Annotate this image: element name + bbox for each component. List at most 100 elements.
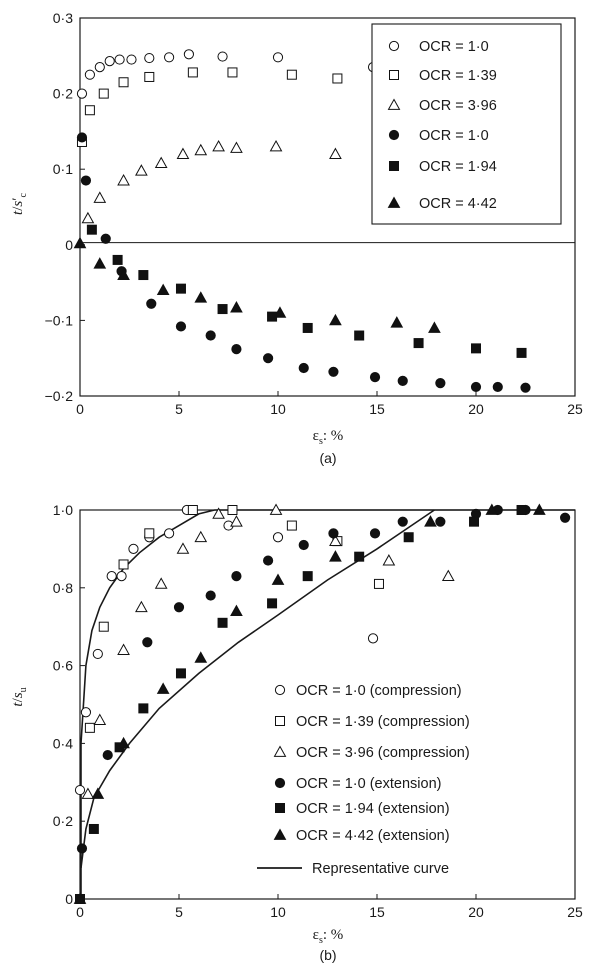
data-point (81, 211, 95, 224)
data-point (231, 571, 242, 582)
y-tick-label: 0·1 (53, 161, 73, 177)
legend-label: OCR = 1·39 (419, 68, 497, 84)
data-point (369, 528, 381, 539)
data-point (138, 703, 149, 714)
data-point (144, 528, 155, 539)
data-point (205, 590, 216, 601)
data-point (263, 555, 274, 566)
data-point (435, 516, 446, 527)
y-tick-label: 0·6 (53, 658, 73, 674)
data-point (86, 224, 97, 235)
data-point (74, 784, 86, 796)
data-point (135, 164, 148, 176)
data-point (84, 69, 96, 80)
data-point (485, 503, 499, 515)
data-point (76, 843, 88, 854)
data-point (329, 534, 342, 547)
data-point (93, 191, 107, 203)
legend-marker (275, 803, 285, 813)
data-point (194, 291, 208, 303)
data-point (382, 554, 396, 566)
data-point (93, 713, 107, 725)
legend-marker (275, 716, 285, 726)
data-point (194, 651, 208, 663)
data-point (80, 707, 92, 718)
data-point (112, 254, 123, 265)
legend-label: OCR = 4·42 (419, 196, 497, 212)
data-point (144, 52, 155, 64)
data-point (302, 571, 313, 582)
data-point (298, 539, 309, 551)
data-point (390, 316, 404, 328)
data-point (175, 283, 186, 294)
data-point (329, 550, 342, 562)
data-point (273, 306, 287, 318)
data-point (397, 375, 408, 386)
data-point (84, 105, 95, 116)
y-tick-label: 0 (65, 237, 73, 253)
data-point (81, 787, 95, 799)
data-point (354, 330, 365, 341)
data-point (76, 88, 88, 99)
data-point (144, 71, 155, 82)
legend-items-b (257, 684, 302, 869)
data-point (93, 257, 107, 269)
data-point (187, 67, 198, 78)
legend-marker (388, 40, 400, 52)
chart-panel-b: 0 5 10 15 20 25 0 0·2 0·4 0·6 0·8 1·0 OCR = 1·0 (co… (10, 502, 583, 963)
data-point (73, 236, 87, 249)
data-point (520, 382, 531, 393)
data-point (142, 637, 153, 648)
data-point (84, 722, 95, 733)
x-tick-label: 25 (567, 904, 583, 920)
data-point (156, 682, 170, 694)
axes-a: 0 5 10 15 20 25 −0·2 −0·1 0 0·1 0·2 0·3 (45, 10, 583, 417)
data-point (94, 62, 105, 73)
legend-label: OCR = 3·96 (compression) (296, 745, 470, 761)
legend-label: OCR = 1·0 (extension) (296, 776, 441, 792)
data-point (175, 668, 186, 679)
y-tick-label: 0·2 (53, 86, 73, 102)
plot-frame-a (79, 17, 576, 397)
data-point (369, 372, 381, 383)
data-point (104, 55, 115, 67)
data-point (492, 381, 503, 393)
legend-marker (273, 828, 287, 840)
x-tick-label: 0 (76, 904, 84, 920)
legend-b: OCR = 1·0 (compression) OCR = 1·39 (comp… (257, 683, 470, 877)
data-point (164, 528, 175, 539)
x-axis-label-a: εs: % (313, 428, 344, 447)
legend-marker (388, 129, 400, 141)
x-tick-label: 25 (567, 401, 583, 417)
legend-marker (274, 684, 286, 696)
data-point (88, 823, 99, 834)
data-point (117, 268, 130, 280)
data-point (217, 617, 228, 628)
legend-label: OCR = 1·0 (419, 128, 489, 144)
legend-label: OCR = 1·39 (compression) (296, 714, 470, 730)
data-point (272, 52, 284, 63)
data-point (102, 749, 113, 761)
data-point (135, 600, 148, 613)
data-point (403, 532, 414, 543)
chart-panel-a: 0 5 10 15 20 25 −0·2 −0·1 0 0·1 0·2 0·3 OCR = 1·0 O… (10, 10, 583, 466)
legend-marker (273, 745, 287, 757)
data-point (106, 571, 117, 582)
data-point (269, 503, 283, 515)
data-point (205, 330, 216, 341)
data-point (164, 52, 175, 63)
legend-marker (389, 161, 399, 171)
data-point (560, 512, 571, 523)
data-point (118, 559, 129, 570)
data-point (329, 147, 342, 159)
data-point (175, 321, 187, 332)
data-point (92, 648, 103, 660)
legend-items-a (387, 40, 401, 208)
data-point (98, 88, 109, 99)
data-point (217, 51, 228, 62)
y-tick-label: −0·2 (45, 388, 74, 404)
data-point (194, 143, 208, 156)
data-point (146, 298, 157, 309)
data-point (302, 322, 313, 333)
